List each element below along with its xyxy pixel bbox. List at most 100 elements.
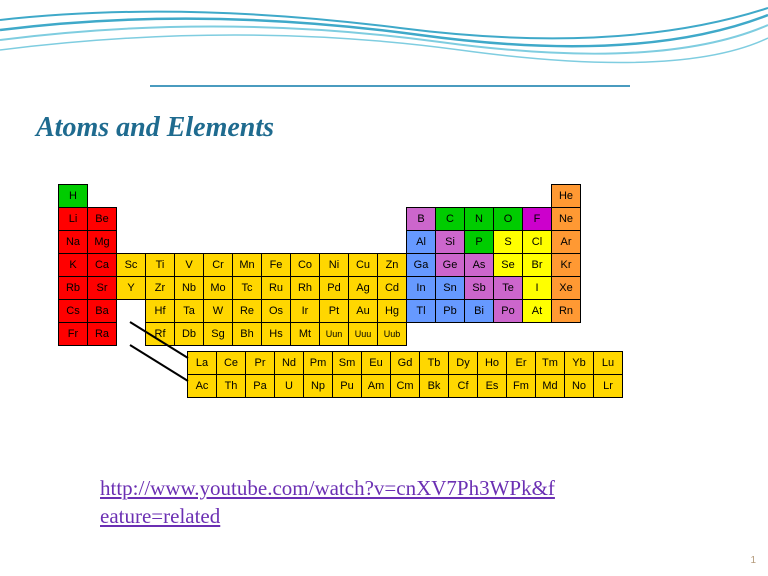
element-cell-ca: Ca [87, 253, 117, 277]
element-cell-at: At [522, 299, 552, 323]
empty-cell [116, 322, 146, 346]
element-cell-uuu: Uuu [348, 322, 378, 346]
element-cell-sg: Sg [203, 322, 233, 346]
element-cell-zr: Zr [145, 276, 175, 300]
empty-cell [261, 207, 291, 231]
empty-cell [493, 184, 523, 208]
element-cell-bh: Bh [232, 322, 262, 346]
empty-cell [116, 184, 146, 208]
element-cell-se: Se [493, 253, 523, 277]
video-link-container: http://www.youtube.com/watch?v=cnXV7Ph3W… [100, 474, 660, 531]
element-cell-pa: Pa [245, 374, 275, 398]
element-cell-ru: Ru [261, 276, 291, 300]
element-cell-i: I [522, 276, 552, 300]
element-cell-rh: Rh [290, 276, 320, 300]
element-cell-md: Md [535, 374, 565, 398]
empty-cell [174, 207, 204, 231]
empty-cell [377, 230, 407, 254]
element-cell-f: F [522, 207, 552, 231]
element-cell-ge: Ge [435, 253, 465, 277]
element-cell-es: Es [477, 374, 507, 398]
element-cell-ga: Ga [406, 253, 436, 277]
element-cell-uun: Uun [319, 322, 349, 346]
video-link[interactable]: http://www.youtube.com/watch?v=cnXV7Ph3W… [100, 476, 555, 528]
element-cell-am: Am [361, 374, 391, 398]
table-row: AcThPaUNpPuAmCmBkCfEsFmMdNoLr [187, 374, 710, 398]
element-cell-bk: Bk [419, 374, 449, 398]
element-cell-xe: Xe [551, 276, 581, 300]
element-cell-rf: Rf [145, 322, 175, 346]
table-row: CsBaHfTaWReOsIrPtAuHgTlPbBiPoAtRn [58, 299, 710, 323]
element-cell-ag: Ag [348, 276, 378, 300]
element-cell-tc: Tc [232, 276, 262, 300]
element-cell-cs: Cs [58, 299, 88, 323]
element-cell-uub: Uub [377, 322, 407, 346]
element-cell-as: As [464, 253, 494, 277]
element-cell-te: Te [493, 276, 523, 300]
element-cell-he: He [551, 184, 581, 208]
element-cell-o: O [493, 207, 523, 231]
element-cell-pb: Pb [435, 299, 465, 323]
empty-cell [232, 207, 262, 231]
element-cell-si: Si [435, 230, 465, 254]
element-cell-os: Os [261, 299, 291, 323]
empty-cell [435, 184, 465, 208]
element-cell-k: K [58, 253, 88, 277]
empty-cell [174, 230, 204, 254]
element-cell-hf: Hf [145, 299, 175, 323]
element-cell-ne: Ne [551, 207, 581, 231]
element-cell-cr: Cr [203, 253, 233, 277]
element-cell-tl: Tl [406, 299, 436, 323]
element-cell-ra: Ra [87, 322, 117, 346]
empty-cell [290, 230, 320, 254]
table-row: HHe [58, 184, 710, 208]
empty-cell [290, 184, 320, 208]
element-cell-sn: Sn [435, 276, 465, 300]
element-cell-ho: Ho [477, 351, 507, 375]
empty-cell [493, 322, 523, 346]
header-wave [0, 0, 768, 90]
element-cell-pd: Pd [319, 276, 349, 300]
empty-cell [464, 184, 494, 208]
empty-cell [232, 230, 262, 254]
periodic-table: HHeLiBeBCNOFNeNaMgAlSiPSClArKCaScTiVCrMn… [58, 184, 710, 397]
element-cell-be: Be [87, 207, 117, 231]
empty-cell [522, 184, 552, 208]
element-cell-ce: Ce [216, 351, 246, 375]
table-row: FrRaRfDbSgBhHsMtUunUuuUub [58, 322, 710, 346]
empty-cell [377, 184, 407, 208]
element-cell-mo: Mo [203, 276, 233, 300]
empty-cell [232, 184, 262, 208]
element-cell-in: In [406, 276, 436, 300]
page-title: Atoms and Elements [36, 112, 274, 144]
empty-cell [377, 207, 407, 231]
element-cell-w: W [203, 299, 233, 323]
empty-cell [87, 184, 117, 208]
element-cell-sr: Sr [87, 276, 117, 300]
empty-cell [551, 322, 581, 346]
element-cell-cu: Cu [348, 253, 378, 277]
element-cell-cm: Cm [390, 374, 420, 398]
element-cell-tm: Tm [535, 351, 565, 375]
element-cell-mn: Mn [232, 253, 262, 277]
element-cell-lu: Lu [593, 351, 623, 375]
element-cell-np: Np [303, 374, 333, 398]
element-cell-la: La [187, 351, 217, 375]
empty-cell [174, 184, 204, 208]
element-cell-gd: Gd [390, 351, 420, 375]
element-cell-cd: Cd [377, 276, 407, 300]
element-cell-b: B [406, 207, 436, 231]
element-cell-pm: Pm [303, 351, 333, 375]
empty-cell [203, 207, 233, 231]
empty-cell [348, 184, 378, 208]
table-row: LaCePrNdPmSmEuGdTbDyHoErTmYbLu [187, 351, 710, 375]
element-cell-er: Er [506, 351, 536, 375]
element-cell-fm: Fm [506, 374, 536, 398]
element-cell-ta: Ta [174, 299, 204, 323]
element-cell-lr: Lr [593, 374, 623, 398]
element-cell-sc: Sc [116, 253, 146, 277]
element-cell-pu: Pu [332, 374, 362, 398]
empty-cell [116, 207, 146, 231]
element-cell-v: V [174, 253, 204, 277]
empty-cell [435, 322, 465, 346]
